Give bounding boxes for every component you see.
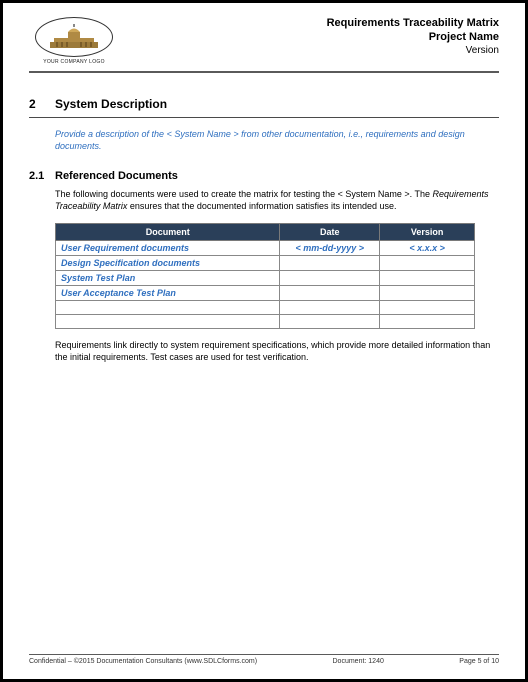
section-instruction: Provide a description of the < System Na… [55, 128, 499, 152]
table-row [56, 314, 475, 328]
cell-document: Design Specification documents [56, 255, 280, 270]
subsection-para-2: Requirements link directly to system req… [55, 339, 499, 363]
company-logo: YOUR COMPANY LOGO [29, 17, 119, 65]
footer-left: Confidential – ©2015 Documentation Consu… [29, 658, 257, 665]
page-footer: Confidential – ©2015 Documentation Consu… [29, 654, 499, 665]
cell-version [380, 255, 475, 270]
cell-document [56, 314, 280, 328]
subsection-number: 2.1 [29, 170, 55, 182]
section-number: 2 [29, 97, 55, 111]
cell-document: System Test Plan [56, 270, 280, 285]
subsection-heading: 2.1 Referenced Documents [29, 170, 499, 182]
cell-version [380, 285, 475, 300]
cell-date [280, 255, 380, 270]
version-label: Version [327, 45, 499, 58]
col-document: Document [56, 223, 280, 240]
table-row: System Test Plan [56, 270, 475, 285]
footer-mid: Document: 1240 [333, 658, 384, 665]
cell-version [380, 270, 475, 285]
cell-document: User Acceptance Test Plan [56, 285, 280, 300]
cell-version [380, 314, 475, 328]
page-header: YOUR COMPANY LOGO Requirements Traceabil… [29, 17, 499, 65]
cell-document [56, 300, 280, 314]
capitol-icon [46, 24, 102, 50]
cell-date [280, 314, 380, 328]
table-row: User Requirement documents< mm-dd-yyyy >… [56, 240, 475, 255]
logo-caption: YOUR COMPANY LOGO [29, 59, 119, 65]
header-rule [29, 71, 499, 73]
col-date: Date [280, 223, 380, 240]
cell-date [280, 300, 380, 314]
cell-date [280, 285, 380, 300]
section-title: System Description [55, 97, 167, 111]
cell-document: User Requirement documents [56, 240, 280, 255]
subsection-title: Referenced Documents [55, 170, 178, 182]
subsection-para-1: The following documents were used to cre… [55, 188, 499, 212]
logo-oval [35, 17, 113, 57]
header-titles: Requirements Traceability Matrix Project… [327, 17, 499, 57]
footer-rule [29, 654, 499, 655]
referenced-documents-table: Document Date Version User Requirement d… [55, 223, 475, 329]
cell-date: < mm-dd-yyyy > [280, 240, 380, 255]
doc-title: Requirements Traceability Matrix [327, 17, 499, 31]
table-row [56, 300, 475, 314]
cell-version [380, 300, 475, 314]
footer-right: Page 5 of 10 [459, 658, 499, 665]
table-header-row: Document Date Version [56, 223, 475, 240]
section-underline [29, 117, 499, 118]
table-row: Design Specification documents [56, 255, 475, 270]
cell-version: < x.x.x > [380, 240, 475, 255]
project-name: Project Name [327, 31, 499, 45]
section-heading: 2 System Description [29, 97, 499, 111]
cell-date [280, 270, 380, 285]
table-row: User Acceptance Test Plan [56, 285, 475, 300]
col-version: Version [380, 223, 475, 240]
